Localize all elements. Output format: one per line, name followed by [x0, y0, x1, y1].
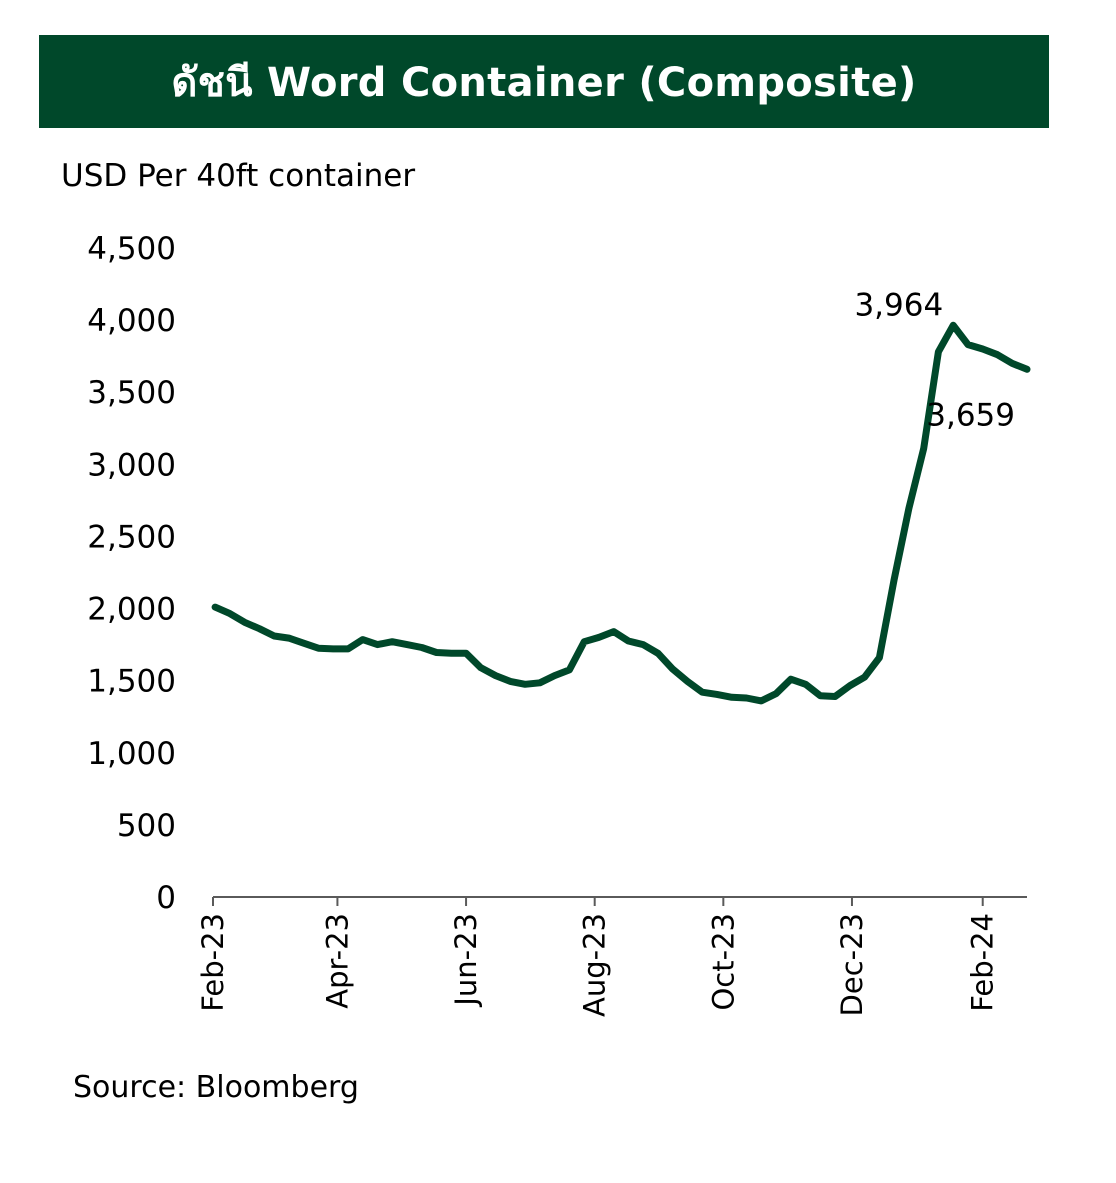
x-tick-label: Oct-23 — [706, 913, 740, 1011]
x-tick-label: Feb-23 — [196, 913, 230, 1012]
y-tick-label: 500 — [117, 808, 176, 844]
y-tick-label: 3,500 — [87, 375, 176, 411]
y-tick-label: 4,500 — [87, 231, 176, 267]
y-tick-label: 4,000 — [87, 303, 176, 339]
x-tick-label: Aug-23 — [578, 913, 612, 1017]
y-tick-label: 3,000 — [87, 447, 176, 483]
y-tick-label: 1,000 — [87, 736, 176, 772]
chart-title: ดัชนี Word Container (Composite) — [171, 59, 917, 106]
y-axis-unit-label: USD Per 40ft container — [61, 158, 416, 194]
x-tick-label: Feb-24 — [966, 913, 1000, 1012]
y-tick-label: 1,500 — [87, 664, 176, 700]
series-line — [211, 321, 1031, 705]
title-banner: ดัชนี Word Container (Composite) — [39, 35, 1049, 128]
x-tick-label: Apr-23 — [320, 913, 354, 1009]
y-tick-label: 2,000 — [87, 592, 176, 628]
source-note: Source: Bloomberg — [73, 1070, 359, 1105]
x-tick-label: Dec-23 — [835, 913, 869, 1016]
y-tick-label: 2,500 — [87, 519, 176, 555]
x-tick-label: Jun-23 — [449, 913, 483, 1008]
data-label: 3,659 — [926, 397, 1015, 433]
data-label: 3,964 — [854, 287, 943, 323]
y-tick-label: 0 — [156, 880, 176, 916]
